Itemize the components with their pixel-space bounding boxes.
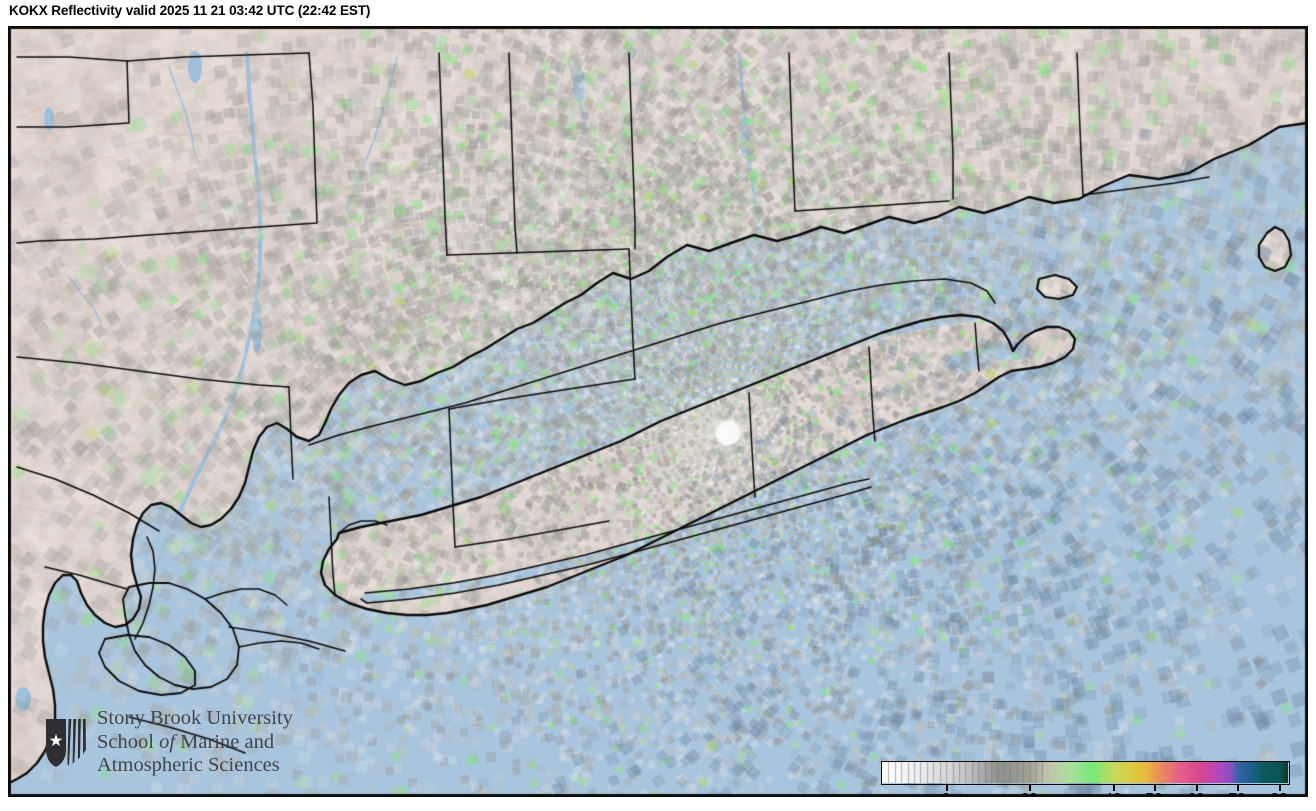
colorbar-label-40: 40 [1104, 791, 1121, 796]
map-canvas-wrap [9, 27, 1307, 796]
radar-map-frame[interactable]: Stony Brook University School of Marine … [8, 26, 1308, 797]
colorbar-gradient [882, 762, 1288, 783]
colorbar-tick-80 [1279, 785, 1281, 791]
colorbar-tick-60 [1196, 785, 1198, 791]
colorbar-label-0: 0 [942, 791, 951, 796]
colorbar-label-50: 50 [1145, 791, 1162, 796]
colorbar-tick-70 [1237, 785, 1239, 791]
reflectivity-colorbar[interactable]: 0 20 40 50 60 70 80 [873, 755, 1298, 796]
colorbar-label-20: 20 [1020, 791, 1037, 796]
colorbar-tick-50 [1154, 785, 1156, 791]
colorbar-tick-20 [1029, 785, 1031, 791]
colorbar-label-60: 60 [1187, 791, 1204, 796]
coastline-boundary-layer [9, 27, 1307, 796]
page-title: KOKX Reflectivity valid 2025 11 21 03:42… [9, 3, 371, 18]
colorbar-gradient-box [881, 761, 1290, 785]
colorbar-tick-40 [1113, 785, 1115, 791]
colorbar-tick-0 [946, 785, 948, 791]
colorbar-label-80: 80 [1270, 791, 1287, 796]
colorbar-label-70: 70 [1228, 791, 1245, 796]
title-bar: KOKX Reflectivity valid 2025 11 21 03:42… [0, 0, 1316, 26]
